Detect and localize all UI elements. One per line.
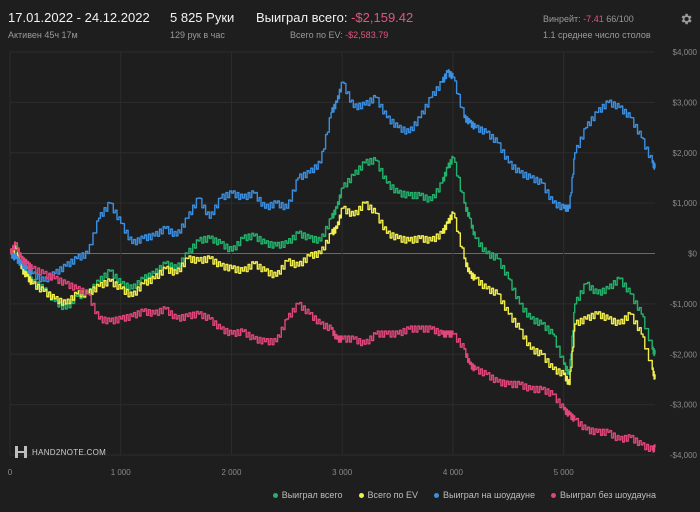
- y-tick-label: -$2,000: [670, 350, 698, 359]
- hand2note-logo-text: HAND2NOTE.COM: [32, 447, 107, 457]
- series-line-1: [10, 201, 656, 386]
- series-line-3: [10, 241, 656, 453]
- winrate-value: -7.41: [583, 14, 604, 24]
- won-total-value: -$2,159.42: [351, 10, 414, 25]
- won-total-label: Выиграл всего:: [256, 10, 348, 25]
- header: 17.01.2022 - 24.12.2022 Активен 45ч 17м …: [0, 0, 700, 50]
- legend-label: Всего по EV: [367, 490, 419, 500]
- x-tick-label: 3 000: [332, 468, 353, 477]
- winrate-unit: 66/100: [606, 14, 634, 24]
- hands-per-hour: 129 рук в час: [170, 30, 225, 40]
- legend-dot: [434, 492, 440, 498]
- legend-item-1[interactable]: Всего по EV: [358, 490, 419, 500]
- ev-total-label: Всего по EV:: [290, 30, 343, 40]
- y-tick-label: $3,000: [673, 98, 698, 107]
- x-tick-label: 4 000: [443, 468, 464, 477]
- hand2note-logo-icon: [14, 445, 28, 459]
- y-tick-label: $0: [688, 250, 697, 259]
- legend: Выиграл всего Всего по EV Выиграл на шоуда…: [272, 490, 656, 500]
- legend-item-2[interactable]: Выиграл на шоудауне: [434, 490, 535, 500]
- y-tick-label: $2,000: [673, 149, 698, 158]
- hands-count: 5 825 Руки: [170, 10, 235, 25]
- gear-icon[interactable]: [679, 12, 693, 26]
- x-tick-label: 0: [8, 468, 13, 477]
- ev-total: Всего по EV: -$2,583.79: [290, 30, 388, 40]
- won-total: Выиграл всего: -$2,159.42: [256, 10, 413, 25]
- legend-dot: [358, 492, 364, 498]
- series-line-0: [10, 155, 656, 376]
- y-tick-label: $1,000: [673, 199, 698, 208]
- avg-tables: 1.1 среднее число столов: [543, 30, 651, 40]
- legend-label: Выиграл всего: [281, 490, 343, 500]
- date-range[interactable]: 17.01.2022 - 24.12.2022: [8, 10, 150, 25]
- y-tick-label: -$1,000: [670, 300, 698, 309]
- x-tick-label: 1 000: [111, 468, 132, 477]
- ev-total-value: -$2,583.79: [345, 30, 389, 40]
- legend-label: Выиграл на шоудауне: [443, 490, 535, 500]
- legend-dot: [272, 492, 278, 498]
- y-tick-label: $4,000: [673, 48, 698, 57]
- y-tick-label: -$3,000: [670, 401, 698, 410]
- x-tick-label: 2 000: [221, 468, 242, 477]
- legend-label: Выиграл без шоудауна: [560, 490, 656, 500]
- winrate: Винрейт: -7.41 66/100: [543, 14, 634, 24]
- legend-dot: [551, 492, 556, 498]
- hand2note-logo: HAND2NOTE.COM: [14, 445, 106, 459]
- active-time: Активен 45ч 17м: [8, 30, 78, 40]
- legend-item-3[interactable]: Выиграл без шоудауна: [551, 490, 656, 500]
- x-tick-label: 5 000: [554, 468, 575, 477]
- y-tick-label: -$4,000: [670, 451, 698, 460]
- legend-item-0[interactable]: Выиграл всего: [272, 490, 343, 500]
- winrate-label: Винрейт:: [543, 14, 581, 24]
- series-line-2: [10, 69, 656, 283]
